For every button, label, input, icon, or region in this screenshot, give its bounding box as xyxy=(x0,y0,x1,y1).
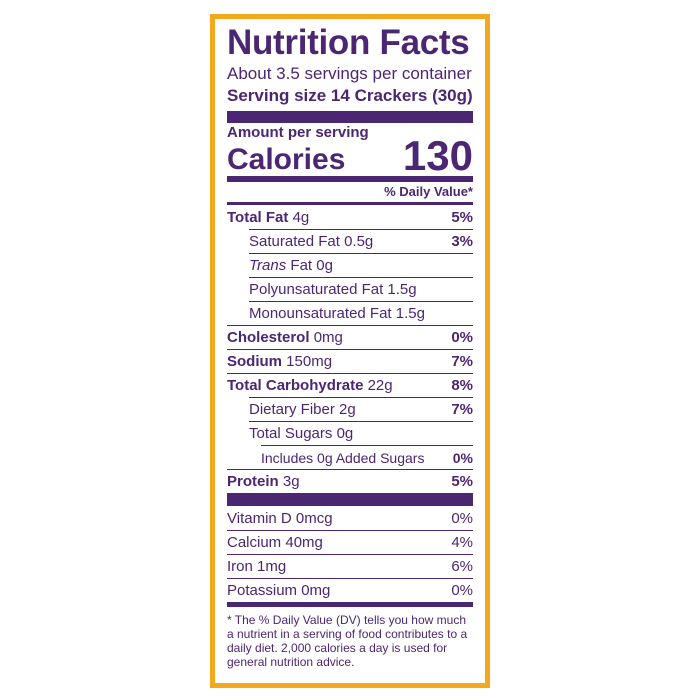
nutrient-name: Vitamin D xyxy=(227,509,292,527)
nutrient-label: Total Carbohydrate 22g xyxy=(227,377,393,394)
nutrient-name: Dietary Fiber xyxy=(249,401,335,418)
medium-bar xyxy=(227,602,473,607)
nutrient-name: Total Carbohydrate xyxy=(227,377,364,394)
daily-value: 4% xyxy=(451,534,473,551)
calories-label: Calories xyxy=(227,143,346,176)
footnote: * The % Daily Value (DV) tells you how m… xyxy=(227,613,468,669)
nutrient-label: Calcium 40mg xyxy=(227,534,323,551)
nutrient-name: Calcium xyxy=(227,534,282,551)
nutrient-row: Total Fat 4g 5% xyxy=(227,205,473,229)
daily-value: 8% xyxy=(451,377,473,394)
daily-value: 0% xyxy=(451,582,473,599)
serving-size: Serving size 14 Crackers (30g) xyxy=(227,86,473,105)
daily-value: 6% xyxy=(451,558,473,575)
nutrient-name: Sodium xyxy=(227,353,282,370)
nutrient-row: Includes 0g Added Sugars 0% xyxy=(261,445,473,469)
nutrient-amount: 22g xyxy=(367,377,393,394)
nutrient-name-italic: Trans xyxy=(249,257,287,274)
nutrient-amount: 0g xyxy=(316,257,333,274)
nutrient-label: Includes 0g Added Sugars xyxy=(261,450,424,466)
nutrient-label: Protein 3g xyxy=(227,473,300,490)
nutrition-label: Nutrition Facts About 3.5 servings per c… xyxy=(210,14,490,688)
nutrient-row: Total Sugars 0g xyxy=(249,421,473,445)
daily-value: 5% xyxy=(451,208,473,226)
nutrient-label: Total Fat 4g xyxy=(227,209,309,226)
title: Nutrition Facts xyxy=(227,23,470,62)
nutrient-label: Cholesterol 0mg xyxy=(227,329,343,346)
nutrient-amount: 4g xyxy=(292,208,310,226)
nutrient-label: Polyunsaturated Fat 1.5g xyxy=(249,281,417,298)
nutrient-amount: 0mg xyxy=(301,582,331,599)
nutrient-amount: 2g xyxy=(339,401,356,418)
nutrient-row: Vitamin D 0mcg 0% xyxy=(227,506,473,530)
calories-row: Calories 130 xyxy=(227,135,473,177)
nutrient-label: Iron 1mg xyxy=(227,558,286,575)
nutrient-name: Monounsaturated Fat xyxy=(249,305,392,322)
amount-per-serving: Amount per serving xyxy=(227,124,369,141)
nutrient-name: Protein xyxy=(227,473,279,490)
nutrient-row: Potassium 0mg 0% xyxy=(227,578,473,602)
nutrient-amount: 0mg xyxy=(313,329,343,346)
nutrient-row: Dietary Fiber 2g 7% xyxy=(249,397,473,421)
nutrient-amount: 1mg xyxy=(257,558,287,575)
nutrient-amount: 150mg xyxy=(286,353,333,370)
medium-bar xyxy=(227,176,473,182)
daily-value: 0% xyxy=(451,509,473,527)
nutrient-row: Cholesterol 0mg 0% xyxy=(227,325,473,349)
nutrient-name: Iron xyxy=(227,558,253,575)
nutrient-label: Vitamin D 0mcg xyxy=(227,510,333,527)
thick-bar xyxy=(227,493,473,506)
nutrient-row: Iron 1mg 6% xyxy=(227,554,473,578)
daily-value: 5% xyxy=(451,473,473,490)
nutrient-amount: 0mcg xyxy=(295,509,333,527)
vitamin-list: Vitamin D 0mcg 0% Calcium 40mg 4% Iron 1mg 6%… xyxy=(227,506,473,602)
nutrient-amount: 0g xyxy=(336,425,354,442)
nutrient-label: Dietary Fiber 2g xyxy=(249,401,356,418)
daily-value: 0% xyxy=(451,329,473,346)
daily-value: 3% xyxy=(451,233,473,250)
rule xyxy=(227,202,473,205)
nutrient-name: Saturated Fat xyxy=(249,233,340,250)
nutrient-amount: 1.5g xyxy=(387,281,417,298)
nutrient-row: Protein 3g 5% xyxy=(227,469,473,493)
daily-value: 0% xyxy=(452,449,473,466)
nutrient-name: Potassium xyxy=(227,582,298,599)
nutrient-row: Calcium 40mg 4% xyxy=(227,530,473,554)
nutrient-amount: 40mg xyxy=(285,534,323,551)
daily-value: 7% xyxy=(451,353,473,370)
nutrient-name: Total Sugars xyxy=(249,425,333,442)
nutrient-row: Monounsaturated Fat 1.5g xyxy=(249,301,473,325)
servings: About 3.5 servings per container xyxy=(227,64,472,83)
nutrient-row: Sodium 150mg 7% xyxy=(227,349,473,373)
nutrient-row: Total Carbohydrate 22g 8% xyxy=(227,373,473,397)
nutrient-name: Fat xyxy=(290,257,313,274)
nutrient-label: Saturated Fat 0.5g xyxy=(249,233,373,250)
daily-value-header: % Daily Value* xyxy=(384,184,473,199)
nutrient-name: Polyunsaturated Fat xyxy=(249,281,384,298)
nutrient-label: Monounsaturated Fat 1.5g xyxy=(249,305,425,322)
nutrient-amount: 0.5g xyxy=(344,233,374,250)
nutrient-name: Includes 0g Added Sugars xyxy=(261,449,425,466)
nutrient-name: Total Fat xyxy=(227,208,289,226)
nutrient-row: Saturated Fat 0.5g 3% xyxy=(249,229,473,253)
thick-bar xyxy=(227,111,473,123)
nutrient-label: Potassium 0mg xyxy=(227,582,330,599)
nutrient-row: Polyunsaturated Fat 1.5g xyxy=(249,277,473,301)
nutrient-label: Total Sugars 0g xyxy=(249,425,353,442)
nutrient-label: Sodium 150mg xyxy=(227,353,332,370)
nutrient-amount: 1.5g xyxy=(395,305,425,322)
nutrient-list: Total Fat 4g 5% Saturated Fat 0.5g 3% Trans … xyxy=(227,205,473,493)
daily-value: 7% xyxy=(451,401,473,418)
nutrient-label: Trans Fat 0g xyxy=(249,257,333,274)
nutrient-row: Trans Fat 0g xyxy=(249,253,473,277)
calories-value: 130 xyxy=(402,132,473,179)
nutrient-amount: 3g xyxy=(282,473,300,490)
nutrient-name: Cholesterol xyxy=(227,329,310,346)
